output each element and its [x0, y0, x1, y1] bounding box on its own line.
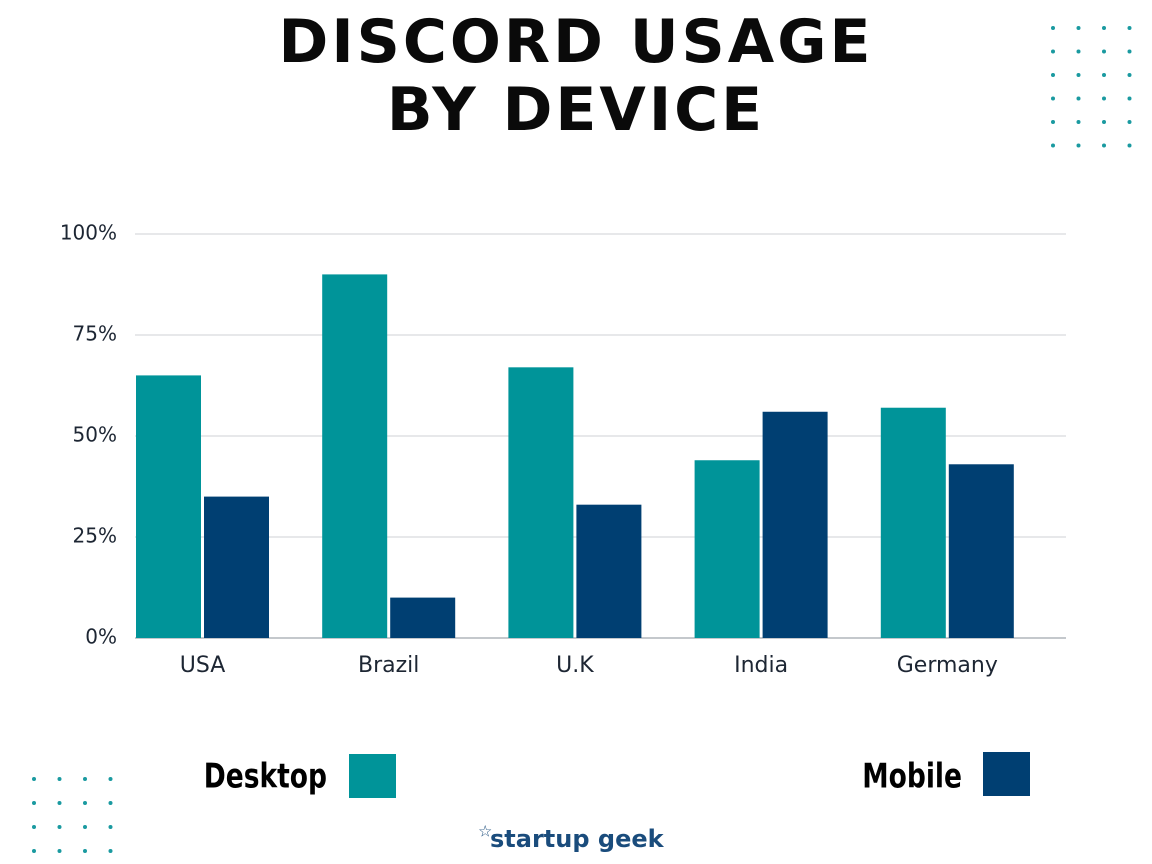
- bar: [136, 375, 201, 638]
- dot: [1102, 49, 1106, 54]
- y-tick-label: 50%: [73, 423, 117, 447]
- dot: [108, 849, 113, 853]
- y-tick-label: 25%: [73, 524, 117, 548]
- dot: [1051, 143, 1055, 148]
- y-tick-label: 100%: [60, 221, 117, 245]
- credit: startup geek: [490, 825, 665, 853]
- dot: [1076, 49, 1081, 54]
- bar: [390, 597, 456, 638]
- x-tick-label: USA: [180, 653, 226, 678]
- dot: [1127, 26, 1132, 30]
- dot: [1127, 96, 1132, 101]
- bar: [204, 496, 269, 638]
- dot: [32, 849, 36, 853]
- dot: [108, 777, 113, 781]
- credit-icon: ☆: [478, 822, 492, 841]
- bar: [948, 464, 1014, 638]
- dot: [1076, 73, 1081, 77]
- dot: [1127, 49, 1132, 54]
- dot: [1102, 26, 1106, 30]
- dot: [1076, 26, 1081, 30]
- x-tick-label: India: [734, 653, 788, 678]
- dot: [1051, 96, 1055, 101]
- bar: [508, 367, 574, 638]
- dot: [32, 777, 36, 781]
- legend-swatch: [349, 754, 396, 798]
- decoration: [32, 26, 1132, 853]
- dot: [83, 849, 87, 853]
- dot: [57, 777, 62, 781]
- dot: [57, 849, 62, 853]
- bar: [694, 460, 760, 638]
- dot: [1102, 73, 1106, 77]
- dot: [32, 825, 36, 829]
- y-tick-label: 0%: [85, 625, 117, 649]
- dot: [1051, 120, 1055, 124]
- bar: [322, 274, 388, 638]
- dot: [1127, 73, 1132, 77]
- chart-title: DISCORD USAGE BY DEVICE: [278, 7, 874, 145]
- dot: [1102, 120, 1106, 124]
- x-tick-label: U.K: [556, 653, 594, 678]
- x-tick-label: Brazil: [358, 653, 419, 678]
- bar: [880, 407, 946, 638]
- dot: [57, 801, 62, 805]
- dot: [1076, 96, 1081, 101]
- legend-swatch: [983, 752, 1030, 796]
- dot: [108, 801, 113, 805]
- dot: [57, 825, 62, 829]
- y-tick-label: 75%: [73, 322, 117, 346]
- dot: [1102, 96, 1106, 101]
- dot: [1051, 49, 1055, 54]
- dot: [1127, 143, 1132, 148]
- dot: [1051, 73, 1055, 77]
- bar: [576, 504, 642, 638]
- dot: [83, 777, 87, 781]
- dot: [83, 825, 87, 829]
- dot: [1127, 120, 1132, 124]
- dot: [1102, 143, 1106, 148]
- dot: [83, 801, 87, 805]
- dot: [32, 801, 36, 805]
- dot: [1076, 143, 1081, 148]
- dot: [1051, 26, 1055, 30]
- legend-label: Mobile: [862, 757, 962, 796]
- legend-label: Desktop: [204, 757, 327, 796]
- dot: [1076, 120, 1081, 124]
- bar: [762, 411, 828, 638]
- dot: [108, 825, 113, 829]
- x-tick-label: Germany: [897, 653, 998, 678]
